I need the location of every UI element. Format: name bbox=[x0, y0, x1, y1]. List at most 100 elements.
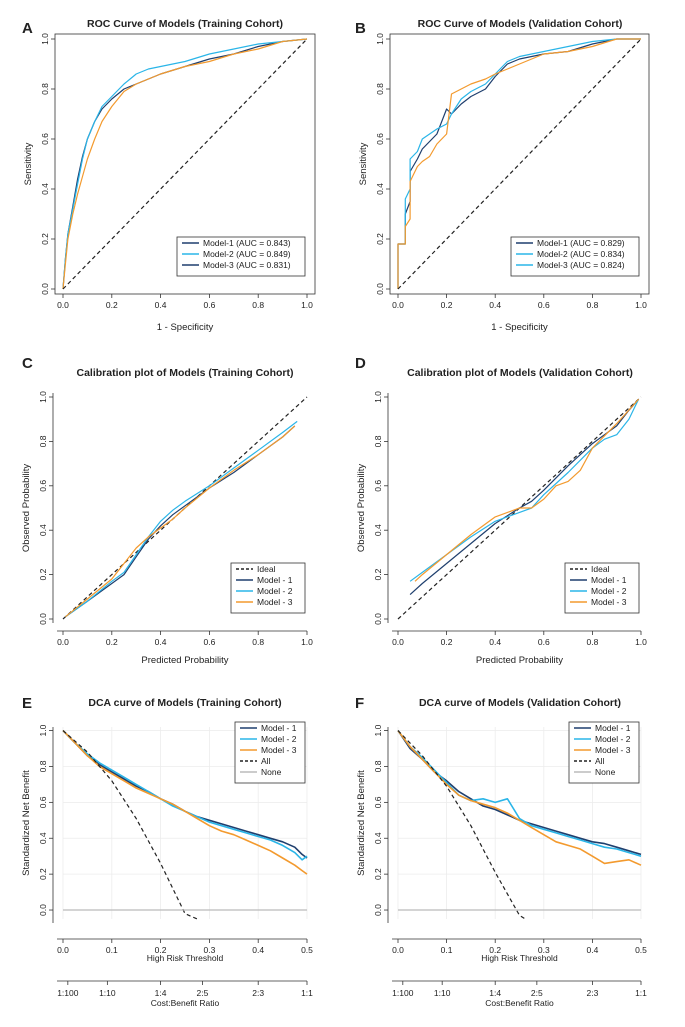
y-tick-label: 0.2 bbox=[38, 568, 48, 580]
cost-tick-label: 2:5 bbox=[531, 988, 543, 998]
panel-b: B ROC Curve of Models (Validation Cohort)… bbox=[355, 18, 650, 333]
x-tick-label: 0.6 bbox=[538, 637, 550, 647]
legend-label: Model - 3 bbox=[595, 745, 631, 755]
panel-a: A ROC Curve of Models (Training Cohort) 0.… bbox=[22, 18, 316, 333]
series-line-model-2 bbox=[65, 420, 298, 618]
legend bbox=[564, 562, 640, 614]
x-tick-label: 0.0 bbox=[57, 945, 69, 955]
cost-tick-label: 1:4 bbox=[489, 988, 501, 998]
legend-label: All bbox=[595, 756, 605, 766]
y-tick-label: 0.8 bbox=[38, 760, 48, 772]
x-tick-label: 0.8 bbox=[586, 300, 598, 310]
x-tick-label: 0.8 bbox=[252, 637, 264, 647]
x-tick-label: 0.5 bbox=[301, 945, 313, 955]
plot-frame bbox=[54, 33, 316, 295]
legend-label: All bbox=[261, 756, 271, 766]
y-tick-label: 0.4 bbox=[38, 832, 48, 844]
series-line-model-3 bbox=[62, 730, 308, 875]
y-tick-label: 0.6 bbox=[375, 133, 385, 145]
cost-tick-label: 1:1 bbox=[635, 988, 647, 998]
cost-axis-label: Cost:Benefit Ratio bbox=[485, 998, 554, 1008]
legend-label: Model-2 (AUC = 0.849) bbox=[203, 249, 291, 259]
cost-axis-label: Cost:Benefit Ratio bbox=[151, 998, 220, 1008]
x-tick-label: 0.4 bbox=[252, 945, 264, 955]
y-tick-label: 1.0 bbox=[38, 391, 48, 403]
x-tick-label: 0.0 bbox=[57, 637, 69, 647]
x-axis-label: High Risk Threshold bbox=[481, 953, 558, 963]
y-tick-label: 1.0 bbox=[375, 33, 385, 45]
series-line-model-3 bbox=[414, 398, 640, 582]
panel-d: D Calibration plot of Models (Validation … bbox=[355, 355, 647, 666]
plot-frame bbox=[389, 33, 650, 295]
y-tick-label: 1.0 bbox=[40, 33, 50, 45]
legend-label: Model - 1 bbox=[257, 575, 293, 585]
y-tick-label: 1.0 bbox=[373, 724, 383, 736]
panel-label: E bbox=[22, 695, 32, 712]
legend-label: Model - 3 bbox=[261, 745, 297, 755]
chart-title: Calibration plot of Models (Training Coh… bbox=[77, 367, 294, 379]
y-tick-label: 1.0 bbox=[38, 724, 48, 736]
series-line-model-2 bbox=[62, 38, 308, 290]
legend-label: Model - 1 bbox=[595, 723, 631, 733]
x-tick-label: 1.0 bbox=[301, 300, 313, 310]
y-axis-label: Sensitivity bbox=[358, 142, 369, 185]
x-tick-label: 1.0 bbox=[635, 637, 647, 647]
chart-title: DCA curve of Models (Validation Cohort) bbox=[419, 697, 621, 709]
cost-tick-label: 1:4 bbox=[155, 988, 167, 998]
chart-title: ROC Curve of Models (Validation Cohort) bbox=[418, 18, 623, 30]
series-line-model-3 bbox=[397, 38, 641, 289]
series-line-model-3 bbox=[397, 730, 642, 866]
series-line-model-2 bbox=[409, 398, 640, 582]
y-tick-label: 0.6 bbox=[373, 480, 383, 492]
panel-label: C bbox=[22, 355, 33, 372]
series-line-all bbox=[397, 730, 526, 920]
chart-title: Calibration plot of Models (Validation C… bbox=[407, 367, 633, 379]
series-line-model-2 bbox=[397, 38, 641, 289]
x-tick-label: 0.6 bbox=[538, 300, 550, 310]
y-tick-label: 0.0 bbox=[373, 904, 383, 916]
legend-label: Model - 2 bbox=[595, 734, 631, 744]
y-tick-label: 0.4 bbox=[373, 524, 383, 536]
legend-label: Model - 2 bbox=[591, 586, 627, 596]
panel-f: F DCA curve of Models (Validation Cohort)… bbox=[355, 695, 647, 1008]
x-axis-label: High Risk Threshold bbox=[147, 953, 224, 963]
series-line-reference bbox=[62, 38, 308, 290]
x-tick-label: 0.2 bbox=[489, 945, 501, 955]
y-tick-label: 0.0 bbox=[38, 904, 48, 916]
series-line-model-1 bbox=[409, 398, 640, 596]
chart-title: ROC Curve of Models (Training Cohort) bbox=[87, 18, 283, 30]
y-tick-label: 0.0 bbox=[373, 613, 383, 625]
panel-label: B bbox=[355, 20, 366, 37]
legend-label: Ideal bbox=[257, 564, 276, 574]
y-tick-label: 0.4 bbox=[38, 524, 48, 536]
y-tick-label: 0.6 bbox=[373, 796, 383, 808]
y-tick-label: 0.4 bbox=[40, 183, 50, 195]
legend bbox=[230, 562, 306, 614]
x-tick-label: 0.2 bbox=[441, 637, 453, 647]
series-line-model-3 bbox=[62, 38, 308, 290]
series-line-model-2 bbox=[397, 730, 642, 857]
legend-label: Model-1 (AUC = 0.829) bbox=[537, 238, 625, 248]
cost-tick-label: 1:100 bbox=[392, 988, 414, 998]
y-tick-label: 0.0 bbox=[40, 283, 50, 295]
y-tick-label: 0.8 bbox=[373, 435, 383, 447]
x-axis-label: Predicted Probability bbox=[141, 655, 228, 666]
panel-label: D bbox=[355, 355, 366, 372]
x-tick-label: 0.2 bbox=[106, 300, 118, 310]
y-tick-label: 0.8 bbox=[40, 83, 50, 95]
x-tick-label: 0.4 bbox=[155, 637, 167, 647]
panel-c: C Calibration plot of Models (Training Co… bbox=[21, 355, 313, 666]
legend-label: Model - 3 bbox=[257, 597, 293, 607]
x-tick-label: 0.2 bbox=[155, 945, 167, 955]
x-tick-label: 0.0 bbox=[392, 300, 404, 310]
x-tick-label: 1.0 bbox=[635, 300, 647, 310]
legend-label: Model-3 (AUC = 0.824) bbox=[537, 260, 625, 270]
y-axis-label: Standardized Net Benefit bbox=[21, 770, 32, 876]
x-tick-label: 0.2 bbox=[106, 637, 118, 647]
x-tick-label: 0.1 bbox=[441, 945, 453, 955]
legend bbox=[234, 721, 306, 784]
legend-label: Model-2 (AUC = 0.834) bbox=[537, 249, 625, 259]
y-tick-label: 0.4 bbox=[375, 183, 385, 195]
y-tick-label: 0.0 bbox=[375, 283, 385, 295]
